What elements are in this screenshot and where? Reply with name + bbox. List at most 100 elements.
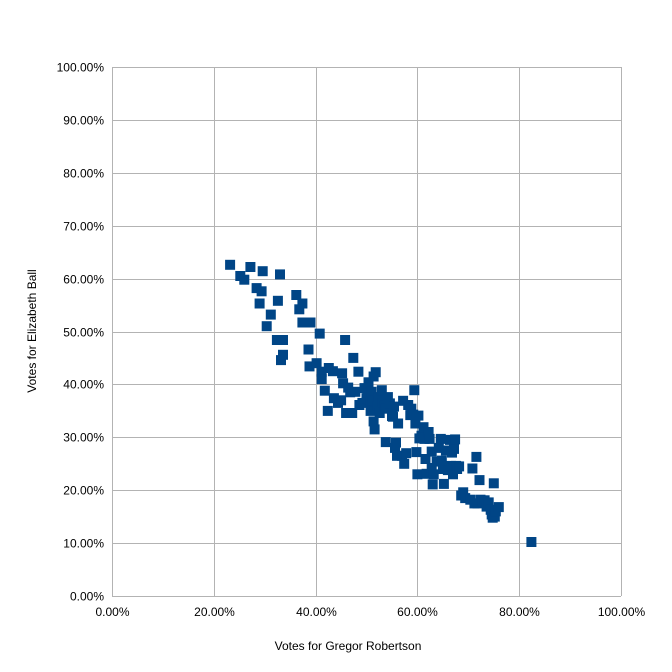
data-point: [428, 469, 439, 480]
data-point: [341, 408, 352, 418]
data-point: [373, 392, 384, 403]
data-point: [305, 317, 316, 328]
data-point: [388, 411, 398, 422]
data-point: [239, 274, 250, 285]
data-point: [446, 460, 456, 471]
y-tick-label: 50.00%: [63, 326, 104, 340]
data-point: [366, 386, 377, 397]
data-point: [436, 455, 447, 466]
data-point: [316, 374, 327, 385]
x-tick-label: 20.00%: [194, 605, 235, 619]
data-point: [401, 448, 412, 459]
data-point: [390, 442, 400, 453]
data-point: [420, 454, 431, 464]
data-point: [297, 317, 308, 328]
data-point: [426, 446, 437, 457]
gridlines: [112, 67, 622, 597]
data-point: [304, 361, 315, 372]
data-point: [399, 458, 410, 469]
data-point: [359, 383, 370, 394]
data-point: [409, 385, 420, 396]
data-point: [408, 409, 419, 420]
y-tick-label: 20.00%: [63, 484, 104, 498]
data-points: [225, 259, 537, 547]
data-point: [294, 304, 305, 315]
data-point: [412, 469, 423, 480]
data-point: [322, 405, 333, 416]
data-point: [245, 262, 256, 272]
data-point: [261, 321, 272, 332]
data-point: [448, 469, 458, 480]
data-point: [423, 427, 434, 437]
data-point: [336, 395, 347, 406]
y-tick-label: 40.00%: [63, 378, 104, 392]
data-point: [350, 386, 361, 397]
y-tick-label: 100.00%: [57, 61, 105, 75]
data-point: [380, 437, 391, 448]
data-point: [257, 266, 268, 277]
data-point: [372, 401, 383, 412]
y-tick-label: 70.00%: [63, 220, 104, 234]
data-point: [265, 309, 276, 320]
data-point: [276, 355, 286, 366]
data-point: [460, 493, 471, 504]
data-point: [291, 290, 302, 300]
y-tick-label: 60.00%: [63, 273, 104, 287]
data-point: [411, 447, 422, 458]
data-point: [427, 479, 438, 490]
x-tick-label: 60.00%: [397, 605, 438, 619]
data-point: [391, 437, 401, 448]
x-axis-tick-labels: 0.00% 20.00% 40.00% 60.00% 80.00% 100.00%: [95, 605, 645, 619]
data-point: [374, 408, 385, 418]
data-point: [272, 295, 283, 306]
data-point: [433, 442, 444, 453]
data-point: [389, 401, 399, 412]
data-point: [393, 418, 404, 429]
data-point: [406, 403, 417, 414]
x-tick-label: 80.00%: [499, 605, 540, 619]
y-tick-label: 80.00%: [63, 167, 104, 181]
data-point: [368, 416, 379, 427]
x-tick-label: 0.00%: [95, 605, 129, 619]
data-point: [431, 456, 442, 467]
data-point: [424, 433, 435, 444]
data-point: [418, 422, 429, 433]
data-point: [489, 511, 500, 522]
x-axis-title: Votes for Gregor Robertson: [275, 639, 422, 653]
data-point: [376, 385, 387, 396]
data-point: [380, 403, 391, 414]
data-point: [275, 269, 285, 280]
x-tick-label: 100.00%: [598, 605, 646, 619]
data-point: [271, 335, 282, 345]
data-point: [345, 387, 356, 398]
data-point: [474, 475, 485, 486]
y-tick-label: 90.00%: [63, 114, 104, 128]
data-point: [340, 335, 351, 345]
data-point: [467, 463, 478, 474]
y-tick-label: 0.00%: [70, 590, 104, 604]
data-point: [419, 433, 430, 444]
data-point: [370, 367, 381, 378]
data-point: [421, 468, 432, 479]
data-point: [327, 366, 338, 377]
data-point: [449, 443, 459, 454]
data-point: [278, 335, 288, 345]
y-axis-title: Votes for Elizabeth Ball: [25, 269, 39, 392]
y-axis-tick-labels: 0.00% 10.00% 20.00% 30.00% 40.00% 50.00% 60.00…: [57, 61, 105, 604]
data-point: [337, 368, 348, 379]
data-point: [426, 463, 437, 473]
data-point: [483, 497, 494, 508]
data-point: [450, 434, 461, 445]
y-tick-label: 10.00%: [63, 537, 104, 551]
data-point: [398, 395, 409, 406]
data-point: [303, 344, 314, 355]
data-point: [410, 418, 421, 429]
data-point: [353, 366, 364, 377]
data-point: [526, 537, 537, 547]
data-point: [254, 298, 265, 309]
data-point: [278, 349, 288, 360]
data-point: [297, 298, 308, 309]
data-point: [458, 487, 469, 498]
data-point: [338, 378, 349, 389]
